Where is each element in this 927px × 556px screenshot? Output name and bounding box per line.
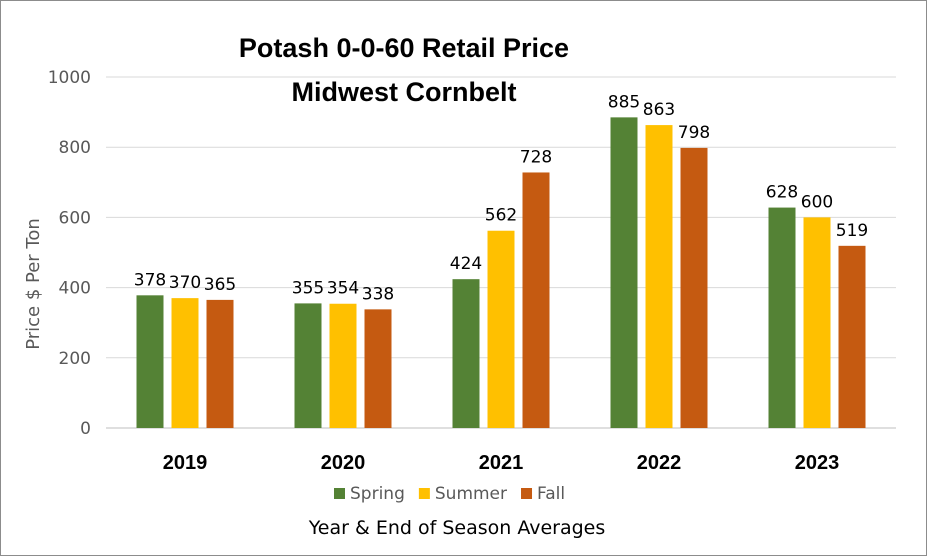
bar-fall-2022: [680, 147, 708, 429]
legend-label-summer: Summer: [435, 484, 507, 504]
bar-summer-2020: [329, 303, 357, 428]
legend-label-spring: Spring: [350, 484, 405, 504]
y-tick-label: 400: [59, 279, 91, 299]
category-label-2022: 2022: [637, 452, 682, 474]
data-label-summer-2019: 370: [169, 273, 201, 293]
legend-label-fall: Fall: [537, 484, 565, 504]
category-label-2021: 2021: [479, 452, 524, 474]
data-label-fall-2021: 728: [520, 147, 552, 167]
bar-summer-2021: [487, 230, 515, 428]
bar-fall-2023: [838, 245, 866, 428]
bar-spring-2021: [452, 279, 480, 428]
data-label-fall-2019: 365: [204, 275, 236, 295]
bar-fall-2021: [522, 172, 550, 428]
data-label-spring-2019: 378: [134, 270, 166, 290]
chart-title-line-2: Midwest Cornbelt: [291, 77, 516, 107]
bar-summer-2019: [171, 298, 199, 428]
bars: [136, 117, 866, 429]
data-label-summer-2021: 562: [485, 206, 517, 226]
bar-fall-2019: [206, 299, 234, 428]
data-label-spring-2021: 424: [450, 254, 482, 274]
y-tick-label: 1000: [48, 68, 91, 88]
data-label-summer-2020: 354: [327, 279, 359, 299]
bar-summer-2022: [645, 125, 673, 428]
data-label-spring-2023: 628: [766, 183, 798, 203]
y-tick-label: 200: [59, 349, 91, 369]
legend-swatch-summer: [418, 488, 430, 499]
data-label-spring-2022: 885: [608, 92, 640, 112]
y-axis-ticks: 0 200 400 600 800 1000: [48, 68, 91, 439]
x-axis-label: Year & End of Season Averages: [308, 517, 606, 539]
legend: Spring Summer Fall: [334, 484, 565, 504]
y-tick-label: 600: [59, 208, 91, 228]
bar-spring-2022: [610, 117, 638, 429]
y-tick-label: 0: [80, 419, 91, 439]
data-label-spring-2020: 355: [292, 278, 324, 298]
x-axis-categories: 2019 2020 2021 2022 2023: [163, 452, 840, 474]
data-label-fall-2022: 798: [678, 123, 710, 143]
y-axis-label: Price $ Per Ton: [23, 218, 44, 350]
y-tick-label: 800: [59, 138, 91, 158]
category-label-2023: 2023: [795, 452, 840, 474]
data-label-fall-2023: 519: [836, 221, 868, 241]
bar-spring-2023: [768, 207, 796, 428]
bar-spring-2019: [136, 295, 164, 428]
category-label-2019: 2019: [163, 452, 208, 474]
legend-swatch-fall: [521, 488, 533, 499]
bar-summer-2023: [803, 217, 831, 428]
legend-swatch-spring: [334, 488, 345, 499]
bar-spring-2020: [294, 303, 322, 428]
chart-title-line-1: Potash 0-0-60 Retail Price: [239, 33, 569, 63]
category-label-2020: 2020: [321, 452, 366, 474]
data-label-summer-2022: 863: [643, 100, 675, 120]
data-label-fall-2020: 338: [362, 284, 394, 304]
data-label-summer-2023: 600: [801, 192, 833, 212]
bar-fall-2020: [364, 309, 392, 428]
